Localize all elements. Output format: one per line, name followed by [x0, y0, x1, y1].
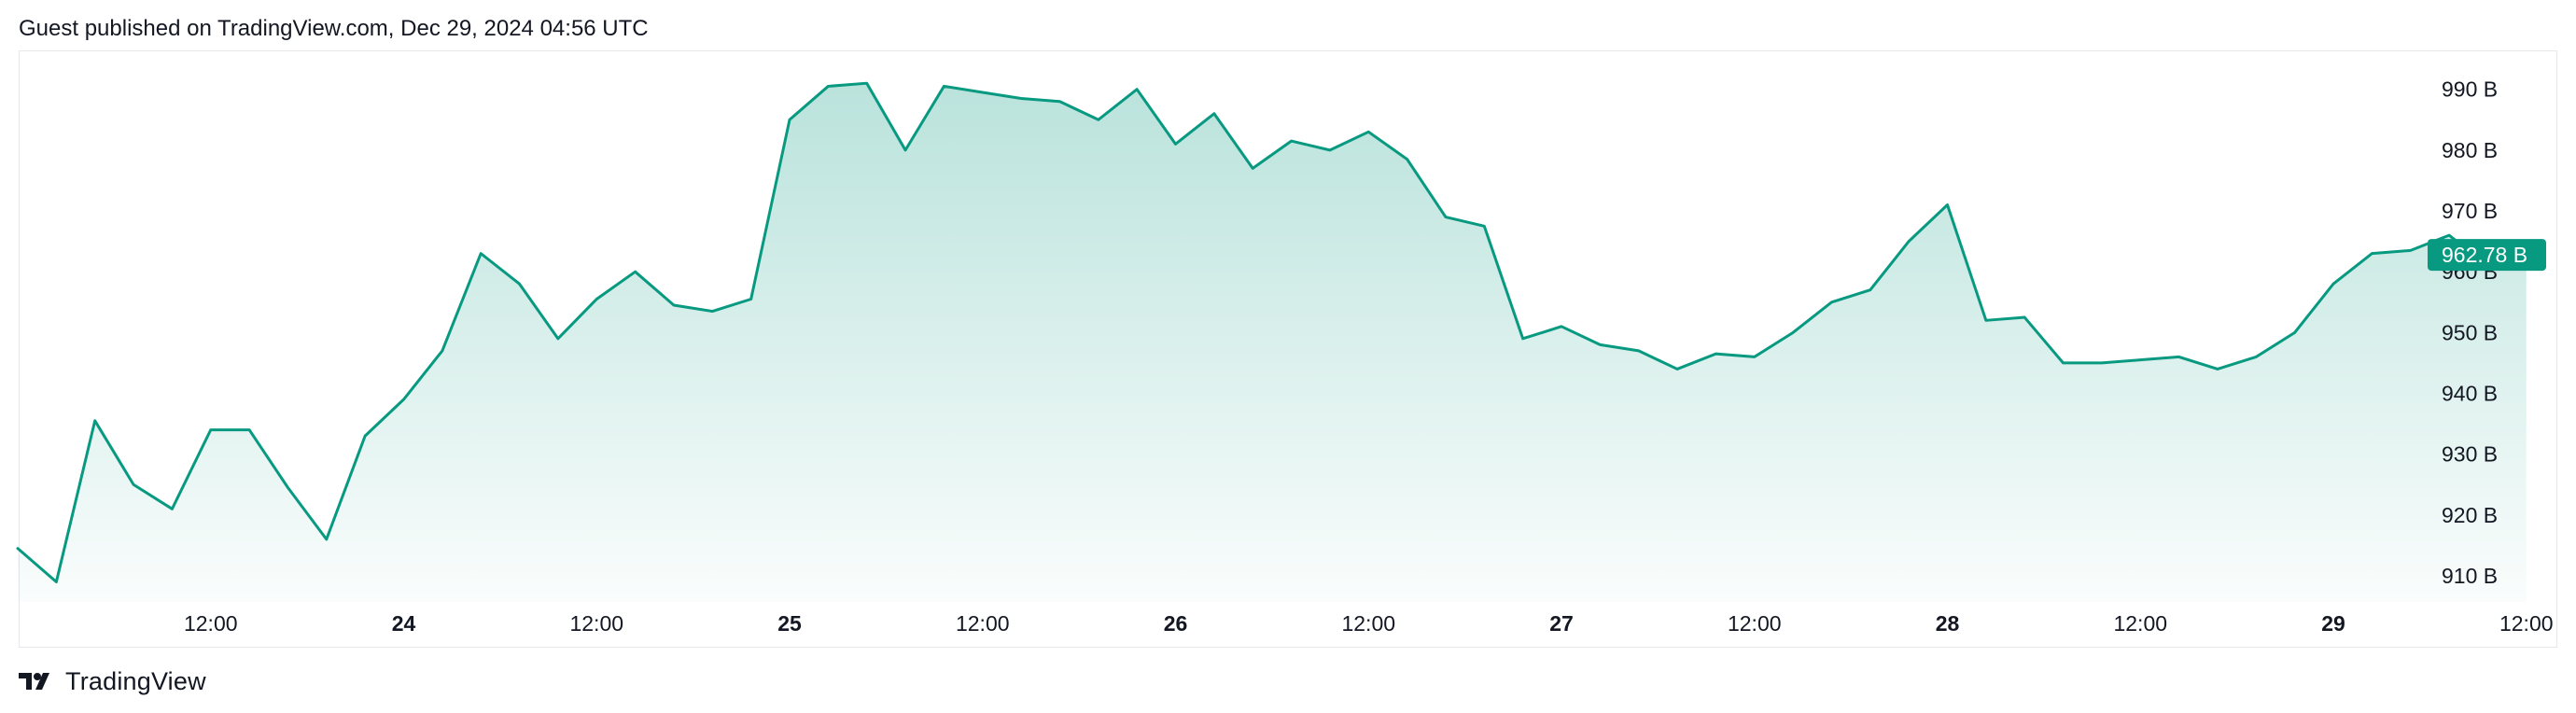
x-axis-tick-label: 26 — [1164, 611, 1188, 636]
price-point — [1019, 97, 1023, 100]
price-point — [2255, 356, 2258, 358]
x-axis-tick-label: 12:00 — [2113, 611, 2167, 636]
price-point — [2409, 249, 2412, 252]
price-area-fill — [18, 83, 2527, 602]
x-axis-tick-label: 12:00 — [956, 611, 1010, 636]
price-point — [1174, 143, 1177, 146]
y-axis-tick-label: 920 B — [2442, 503, 2498, 527]
price-line — [16, 81, 2528, 583]
price-point — [2371, 252, 2373, 255]
price-point — [1135, 88, 1139, 91]
price-point — [480, 252, 483, 255]
x-axis-tick-label: 12:00 — [184, 611, 238, 636]
price-point — [1715, 352, 1717, 356]
price-point — [55, 580, 58, 583]
price-point — [1907, 240, 1911, 243]
x-axis-tick-label: 12:00 — [1728, 611, 1782, 636]
price-point — [1058, 100, 1061, 103]
chart-frame — [19, 50, 2557, 648]
price-point — [1521, 337, 1524, 341]
price-point — [788, 119, 791, 121]
price-point — [1946, 203, 1949, 206]
price-point — [1097, 119, 1100, 121]
price-point — [1367, 131, 1370, 133]
x-axis-tick-label: 25 — [777, 611, 802, 636]
price-point — [93, 419, 96, 423]
price-point — [1753, 356, 1756, 358]
price-point — [634, 270, 637, 273]
x-axis-tick-label: 27 — [1549, 611, 1574, 636]
y-axis-tick-label: 950 B — [2442, 320, 2498, 344]
tradingview-logo-icon — [19, 673, 49, 690]
y-axis-tick-label: 910 B — [2442, 564, 2498, 588]
price-point — [1869, 288, 1872, 291]
last-price-label: 962.78 B — [2428, 239, 2546, 272]
y-axis-tick-label: 940 B — [2442, 382, 2498, 406]
x-axis-tick-label: 12:00 — [2499, 611, 2554, 636]
price-point — [2139, 358, 2142, 361]
tradingview-footer[interactable]: TradingView — [19, 663, 206, 700]
price-point — [1444, 216, 1448, 218]
last-price-label-text: 962.78 B — [2442, 243, 2527, 267]
price-point — [711, 310, 714, 313]
price-point — [1290, 139, 1293, 143]
price-point — [1212, 112, 1216, 115]
price-point — [2023, 315, 2026, 319]
price-point — [1252, 167, 1254, 170]
price-point — [1675, 368, 1679, 370]
y-axis-tick-label: 930 B — [2442, 442, 2498, 467]
x-axis-tick-label: 12:00 — [569, 611, 623, 636]
price-point — [2293, 331, 2296, 334]
x-axis-tick-label: 12:00 — [1341, 611, 1395, 636]
last-price-label-bg — [2428, 239, 2546, 272]
price-point — [595, 298, 598, 301]
price-point — [1791, 331, 1795, 334]
tradingview-logo-text: TradingView — [65, 666, 206, 695]
price-point — [556, 337, 560, 341]
price-point — [981, 91, 984, 94]
x-axis-tick-label: 28 — [1936, 611, 1960, 636]
price-point — [2216, 368, 2219, 370]
y-axis-tick-label: 990 B — [2442, 77, 2498, 102]
price-point — [209, 428, 212, 431]
price-point — [441, 349, 444, 353]
x-axis-tick-label: 29 — [2321, 611, 2345, 636]
price-point — [1328, 148, 1332, 152]
price-point — [132, 483, 135, 486]
price-point — [865, 81, 868, 85]
price-point — [287, 486, 289, 489]
price-point — [1406, 158, 1408, 161]
price-point — [943, 85, 945, 88]
publish-info: Guest published on TradingView.com, Dec … — [19, 16, 649, 41]
price-point — [1830, 301, 1833, 303]
price-point — [749, 298, 752, 301]
price-point — [363, 434, 367, 438]
y-axis-tick-label: 970 B — [2442, 199, 2498, 223]
y-axis-tick-label: 980 B — [2442, 138, 2498, 162]
price-point — [903, 148, 907, 152]
x-axis-tick-label: 24 — [392, 611, 416, 636]
price-point — [1984, 319, 1988, 322]
price-point — [2447, 233, 2451, 237]
price-point — [518, 283, 521, 286]
price-point — [247, 428, 251, 431]
price-point — [2177, 356, 2180, 358]
price-point — [171, 508, 174, 510]
price-point — [1599, 343, 1602, 346]
price-point — [402, 398, 405, 401]
price-point — [2100, 361, 2104, 365]
price-point — [1483, 225, 1486, 228]
price-point — [672, 303, 676, 307]
price-point — [827, 85, 830, 88]
price-point — [1637, 349, 1640, 353]
price-point — [16, 547, 20, 550]
price-point — [2062, 361, 2065, 365]
price-point — [325, 538, 328, 541]
price-point — [2331, 283, 2335, 286]
price-point — [1560, 325, 1563, 329]
